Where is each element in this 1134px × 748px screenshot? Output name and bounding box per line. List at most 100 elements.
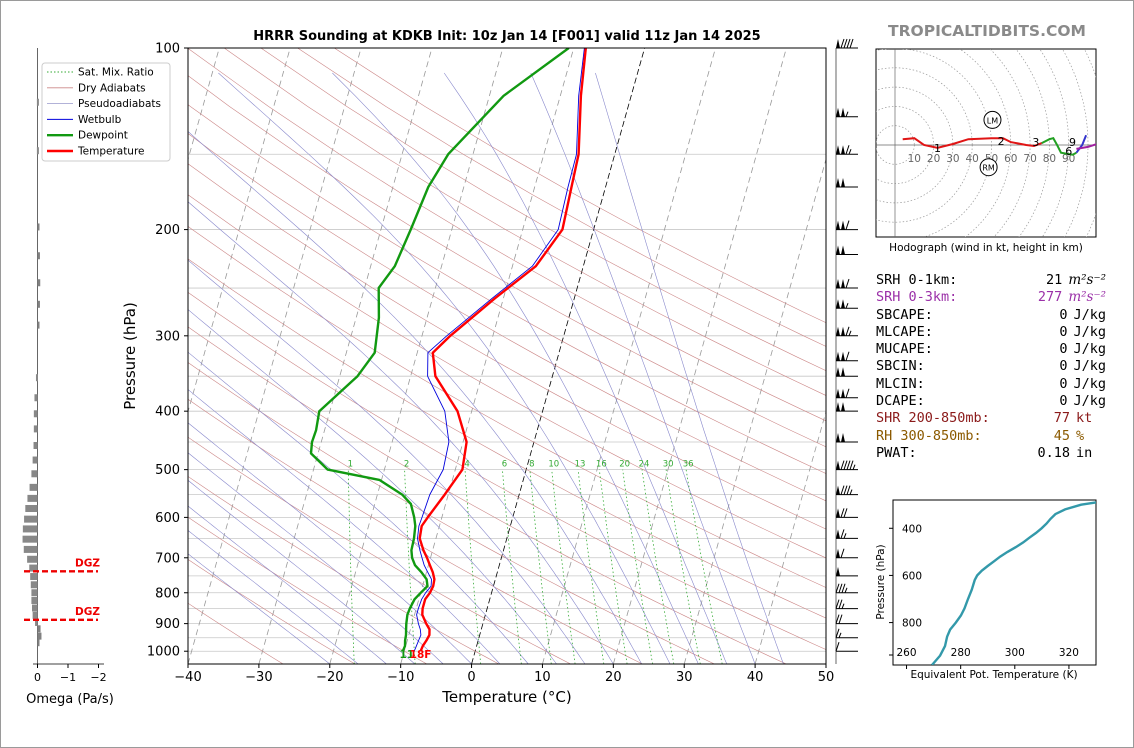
wind-barb-full bbox=[835, 599, 840, 609]
theta-e-y-tick-label: 400 bbox=[902, 523, 922, 535]
index-value: 21 bbox=[1046, 272, 1063, 288]
hodograph-trace bbox=[1076, 143, 1096, 150]
isotherm-line bbox=[612, 48, 787, 664]
hodograph-ring-label: 90 bbox=[1062, 153, 1075, 165]
wind-barb bbox=[835, 628, 858, 639]
wind-barb-full bbox=[849, 460, 854, 470]
y-tick-label: 100 bbox=[155, 42, 180, 57]
wind-barb bbox=[836, 145, 858, 155]
wind-barb-flag bbox=[841, 388, 845, 398]
mixing-ratio-label: 30 bbox=[663, 460, 674, 470]
legend-box bbox=[41, 62, 171, 162]
x-tick-label: 20 bbox=[605, 670, 622, 685]
x-tick-label: −20 bbox=[316, 670, 343, 685]
theta-e-x-tick-label: 320 bbox=[1059, 647, 1079, 659]
index-row: SRH 0-3km: 277 m²s⁻² bbox=[876, 289, 1106, 306]
mixing-ratio-label: 24 bbox=[639, 460, 650, 470]
dry-adiabat-line bbox=[188, 398, 643, 664]
dry-adiabat-line bbox=[188, 194, 826, 559]
y-tick-label: 600 bbox=[155, 511, 180, 526]
mixing-ratio-label: 16 bbox=[596, 460, 607, 470]
dry-adiabat-line bbox=[188, 163, 826, 530]
omega-bar bbox=[24, 515, 38, 523]
theta-e-y-axis-label: Pressure (hPa) bbox=[875, 544, 887, 619]
omega-bar bbox=[37, 252, 40, 260]
dewpoint-line bbox=[309, 48, 570, 652]
index-row: SHR 200-850mb: 77 kt bbox=[876, 410, 1106, 427]
skewt-background-lines bbox=[188, 48, 826, 664]
wind-barb-flag bbox=[836, 566, 840, 576]
dry-adiabat-line bbox=[188, 559, 356, 664]
hodograph-caption: Hodograph (wind in kt, height in km) bbox=[889, 242, 1083, 254]
moist-adiabat-line bbox=[443, 72, 728, 664]
wind-barb-full bbox=[845, 326, 850, 336]
x-tick-label: −30 bbox=[245, 670, 272, 685]
wind-barb-full bbox=[841, 583, 846, 593]
index-unit: J/kg bbox=[1073, 306, 1106, 323]
wind-barb-half bbox=[844, 587, 848, 593]
index-label: MLCAPE: bbox=[876, 323, 933, 340]
moist-adiabat-line bbox=[188, 422, 472, 664]
mixing-ratio-line bbox=[641, 469, 675, 664]
dry-adiabat-line bbox=[188, 48, 826, 422]
index-unit: J/kg bbox=[1073, 375, 1106, 392]
wind-barb-full bbox=[845, 388, 850, 398]
index-label: DCAPE: bbox=[876, 393, 925, 410]
omega-bar bbox=[37, 639, 40, 647]
y-tick-label: 900 bbox=[155, 617, 180, 632]
omega-bar bbox=[35, 374, 38, 382]
skewt-axes: −40 −30 −20 −10 0 10 20 30 40 50 100 200 300 400 500 60… bbox=[121, 42, 834, 707]
wind-barb-flag bbox=[841, 433, 845, 443]
index-label: RH 300-850mb: bbox=[876, 427, 982, 444]
wind-barb-flag bbox=[841, 367, 845, 377]
wind-barb-full bbox=[846, 38, 851, 49]
dry-adiabat-line bbox=[188, 75, 826, 448]
dgz-label: DGZ bbox=[75, 606, 100, 618]
moist-adiabat-line bbox=[218, 72, 671, 664]
x-tick-label: −40 bbox=[174, 670, 201, 685]
index-unit: J/kg bbox=[1073, 358, 1106, 375]
y-tick-label: 400 bbox=[155, 405, 180, 420]
wind-barb-full bbox=[835, 628, 840, 638]
wind-barb-full bbox=[843, 38, 848, 49]
wind-barb-full bbox=[840, 460, 845, 470]
wind-barb bbox=[836, 485, 858, 496]
storm-motion-marker bbox=[983, 110, 1002, 129]
theta-e-plot-area bbox=[892, 499, 1097, 666]
index-label: SRH 0-3km: bbox=[876, 289, 958, 306]
wind-barb-flag bbox=[841, 351, 845, 361]
wind-barb-flag bbox=[836, 178, 840, 188]
omega-bar bbox=[29, 564, 38, 572]
moist-adiabat-line bbox=[188, 201, 614, 664]
index-row: SRH 0-1km: 21 m²s⁻² bbox=[876, 272, 1106, 289]
wind-barb bbox=[836, 460, 858, 471]
omega-bar bbox=[22, 525, 38, 533]
wind-barb-flag bbox=[836, 460, 840, 470]
theta-e-x-axis-label: Equivalent Pot. Temperature (K) bbox=[910, 669, 1077, 681]
hodograph-trace bbox=[1041, 137, 1077, 156]
moist-adiabat-line bbox=[188, 479, 415, 664]
moist-adiabat-line bbox=[188, 389, 501, 664]
wind-barb-flag bbox=[836, 245, 840, 255]
y-tick-label: 700 bbox=[155, 551, 180, 566]
hodograph-ring-label: 10 bbox=[908, 153, 921, 165]
moist-adiabat-line bbox=[188, 452, 444, 664]
index-value: 0 bbox=[1059, 358, 1068, 375]
dry-adiabat-line bbox=[224, 48, 826, 396]
omega-bar bbox=[33, 441, 38, 449]
dry-adiabat-line bbox=[188, 291, 826, 650]
omega-bar bbox=[36, 147, 39, 155]
index-label: SHR 200-850mb: bbox=[876, 410, 990, 427]
theta-e-line bbox=[931, 501, 1096, 665]
index-label: MUCAPE: bbox=[876, 341, 933, 358]
hodograph-ring-label: 70 bbox=[1023, 153, 1036, 165]
x-tick-label: 50 bbox=[818, 670, 835, 685]
mixing-ratio-line bbox=[551, 469, 576, 664]
wind-barb bbox=[836, 326, 858, 337]
omega-bar bbox=[33, 425, 38, 433]
index-label: MLCIN: bbox=[876, 375, 925, 392]
surface-dewpoint-label: 11 bbox=[400, 649, 415, 661]
mixing-ratio-label: 13 bbox=[575, 460, 586, 470]
isotherm-line bbox=[188, 48, 362, 664]
hodograph-height-label: 3 bbox=[1032, 136, 1039, 149]
